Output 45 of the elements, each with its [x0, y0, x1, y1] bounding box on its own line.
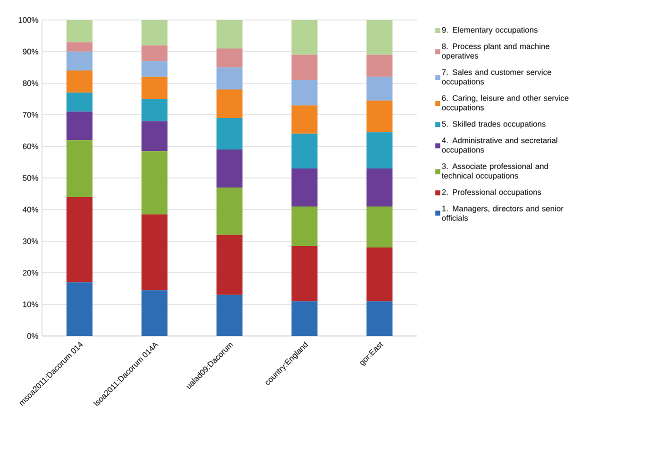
- bar: [142, 290, 168, 336]
- bar: [142, 20, 168, 46]
- bar: [366, 100, 393, 132]
- bar: [66, 70, 92, 93]
- bar: [216, 20, 242, 48]
- bar: [366, 132, 393, 169]
- bar: [292, 80, 318, 106]
- bar: [292, 301, 318, 336]
- bar: [292, 105, 318, 134]
- bar: [366, 20, 393, 55]
- bar: [66, 92, 92, 112]
- bar: [292, 168, 318, 206]
- bar: [66, 140, 92, 197]
- bar: [142, 121, 168, 152]
- bar: [292, 206, 318, 246]
- bar: [66, 196, 92, 282]
- bar: [216, 118, 242, 150]
- bar: [366, 54, 393, 77]
- bar: [366, 168, 393, 206]
- bar: [216, 187, 242, 235]
- bar: [142, 151, 168, 214]
- bar: [66, 112, 92, 140]
- bar: [66, 42, 92, 52]
- bar: [142, 76, 168, 99]
- bar: [216, 67, 242, 90]
- bar: [66, 52, 92, 71]
- bar: [366, 301, 393, 336]
- bar: [142, 61, 168, 77]
- bar: [216, 294, 242, 336]
- bar: [216, 48, 242, 68]
- bar: [366, 248, 393, 302]
- bar: [216, 90, 242, 118]
- bar: [292, 54, 318, 80]
- bar: [142, 214, 168, 290]
- bar: [292, 134, 318, 169]
- bar: [142, 45, 168, 62]
- bar: [142, 98, 168, 122]
- bar: [366, 76, 393, 101]
- bar: [292, 20, 318, 55]
- bar: [292, 246, 318, 302]
- bar: [216, 234, 242, 295]
- bar: [216, 150, 242, 188]
- bar: [66, 282, 92, 336]
- bar: [66, 20, 92, 42]
- bar: [366, 206, 393, 248]
